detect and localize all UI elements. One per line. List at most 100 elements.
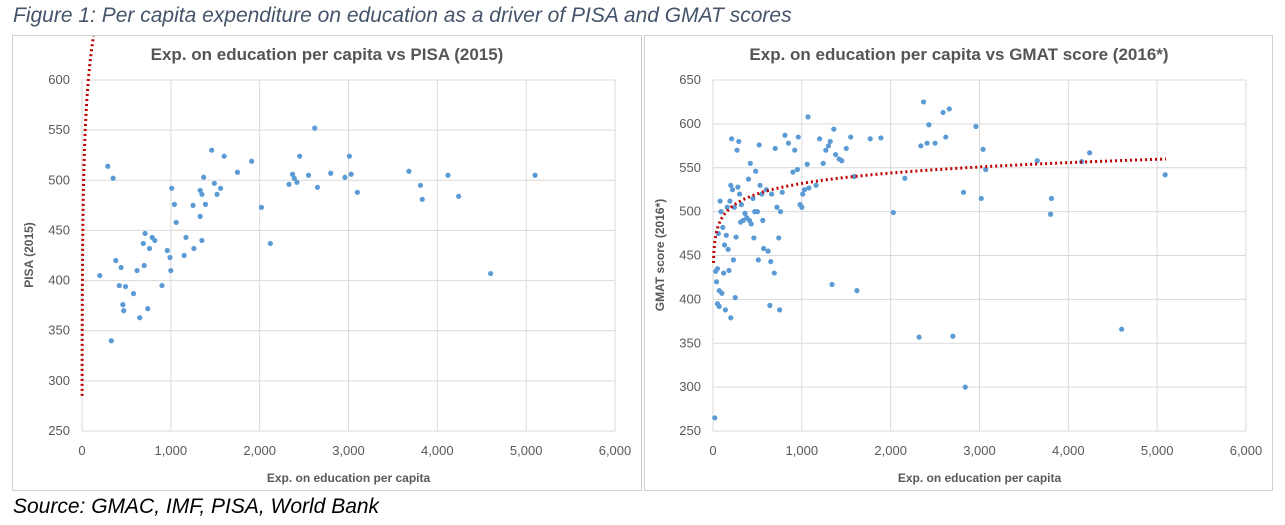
y-tick-label: 650 xyxy=(679,72,701,87)
x-tick-label: 3,000 xyxy=(332,443,365,458)
data-point xyxy=(488,270,494,277)
data-point xyxy=(725,246,731,252)
data-point xyxy=(738,202,745,208)
data-point xyxy=(354,189,360,195)
data-point xyxy=(733,234,739,240)
chart-pisa: Exp. on education per capita vs PISA (20… xyxy=(22,36,631,485)
data-point xyxy=(190,202,196,208)
data-point xyxy=(767,302,773,309)
data-point xyxy=(943,134,949,140)
data-point xyxy=(878,135,884,141)
data-point xyxy=(169,185,175,191)
data-point xyxy=(199,191,205,197)
data-point xyxy=(728,315,734,321)
data-point xyxy=(417,182,424,188)
data-point xyxy=(297,153,303,159)
data-point xyxy=(120,302,126,308)
data-point xyxy=(721,270,727,276)
y-tick-label: 550 xyxy=(679,160,701,175)
data-point xyxy=(1034,158,1040,164)
data-point xyxy=(289,171,296,177)
data-point xyxy=(173,219,179,226)
data-point xyxy=(201,174,207,180)
x-tick-label: 2,000 xyxy=(874,443,907,458)
data-point xyxy=(159,282,165,289)
data-point xyxy=(748,221,754,227)
data-point xyxy=(755,257,761,263)
data-point xyxy=(713,279,720,285)
data-point xyxy=(137,315,143,321)
data-point xyxy=(717,198,723,204)
data-point xyxy=(113,257,119,264)
data-point xyxy=(121,308,127,314)
data-point xyxy=(202,201,209,207)
data-point xyxy=(772,145,778,152)
data-point xyxy=(823,147,829,153)
data-point xyxy=(1119,326,1125,332)
data-point xyxy=(777,209,784,215)
data-point xyxy=(406,168,412,174)
chart-title: Exp. on education per capita vs GMAT sco… xyxy=(749,45,1168,64)
data-point xyxy=(183,234,189,241)
data-point xyxy=(774,204,780,210)
data-point xyxy=(737,191,743,197)
y-tick-label: 600 xyxy=(48,72,70,87)
data-point xyxy=(116,282,122,289)
data-point xyxy=(105,163,111,169)
data-point xyxy=(753,168,759,174)
data-point xyxy=(214,191,220,197)
data-point xyxy=(724,204,730,210)
data-point xyxy=(209,147,215,153)
x-tick-label: 6,000 xyxy=(1230,443,1263,458)
data-point xyxy=(130,291,137,297)
data-point xyxy=(152,237,158,244)
data-point xyxy=(768,259,774,265)
x-tick-label: 5,000 xyxy=(1141,443,1174,458)
data-point xyxy=(267,240,273,247)
data-point xyxy=(756,142,762,148)
data-point xyxy=(211,180,217,186)
data-point xyxy=(723,232,729,238)
data-point xyxy=(732,295,738,301)
data-point xyxy=(1048,195,1055,202)
data-point xyxy=(776,235,782,241)
data-point xyxy=(142,230,148,237)
data-point xyxy=(902,175,908,181)
x-tick-label: 2,000 xyxy=(243,443,276,458)
data-point xyxy=(926,122,932,128)
data-point xyxy=(761,245,767,252)
data-point xyxy=(729,187,736,193)
trendline xyxy=(711,157,1167,263)
source-caption: Source: GMAC, IMF, PISA, World Bank xyxy=(13,495,380,518)
x-axis-label: Exp. on education per capita xyxy=(267,471,431,485)
y-tick-label: 400 xyxy=(48,273,70,288)
data-point xyxy=(806,185,812,191)
data-point xyxy=(181,252,187,259)
data-point xyxy=(980,146,986,152)
data-point xyxy=(924,140,930,146)
data-point xyxy=(779,189,785,195)
y-tick-label: 400 xyxy=(679,291,701,306)
y-tick-label: 350 xyxy=(48,323,70,338)
data-point xyxy=(754,209,761,215)
y-axis-label: PISA (2015) xyxy=(22,222,36,288)
chart-panel-gmat: Exp. on education per capita vs GMAT sco… xyxy=(644,35,1273,491)
data-point xyxy=(456,193,462,199)
data-point xyxy=(800,191,806,197)
x-tick-label: 0 xyxy=(709,443,716,458)
data-point xyxy=(785,140,792,146)
data-point xyxy=(960,189,967,195)
x-tick-label: 0 xyxy=(78,443,85,458)
data-point xyxy=(932,140,938,146)
data-point xyxy=(729,136,735,142)
data-point xyxy=(801,187,808,193)
data-point xyxy=(234,169,241,175)
data-point xyxy=(747,160,753,166)
data-point xyxy=(792,147,798,153)
data-point xyxy=(771,270,777,276)
data-point xyxy=(146,245,153,252)
data-point xyxy=(1047,211,1054,217)
data-point xyxy=(714,266,721,272)
data-point xyxy=(419,196,425,202)
data-point xyxy=(831,126,837,132)
